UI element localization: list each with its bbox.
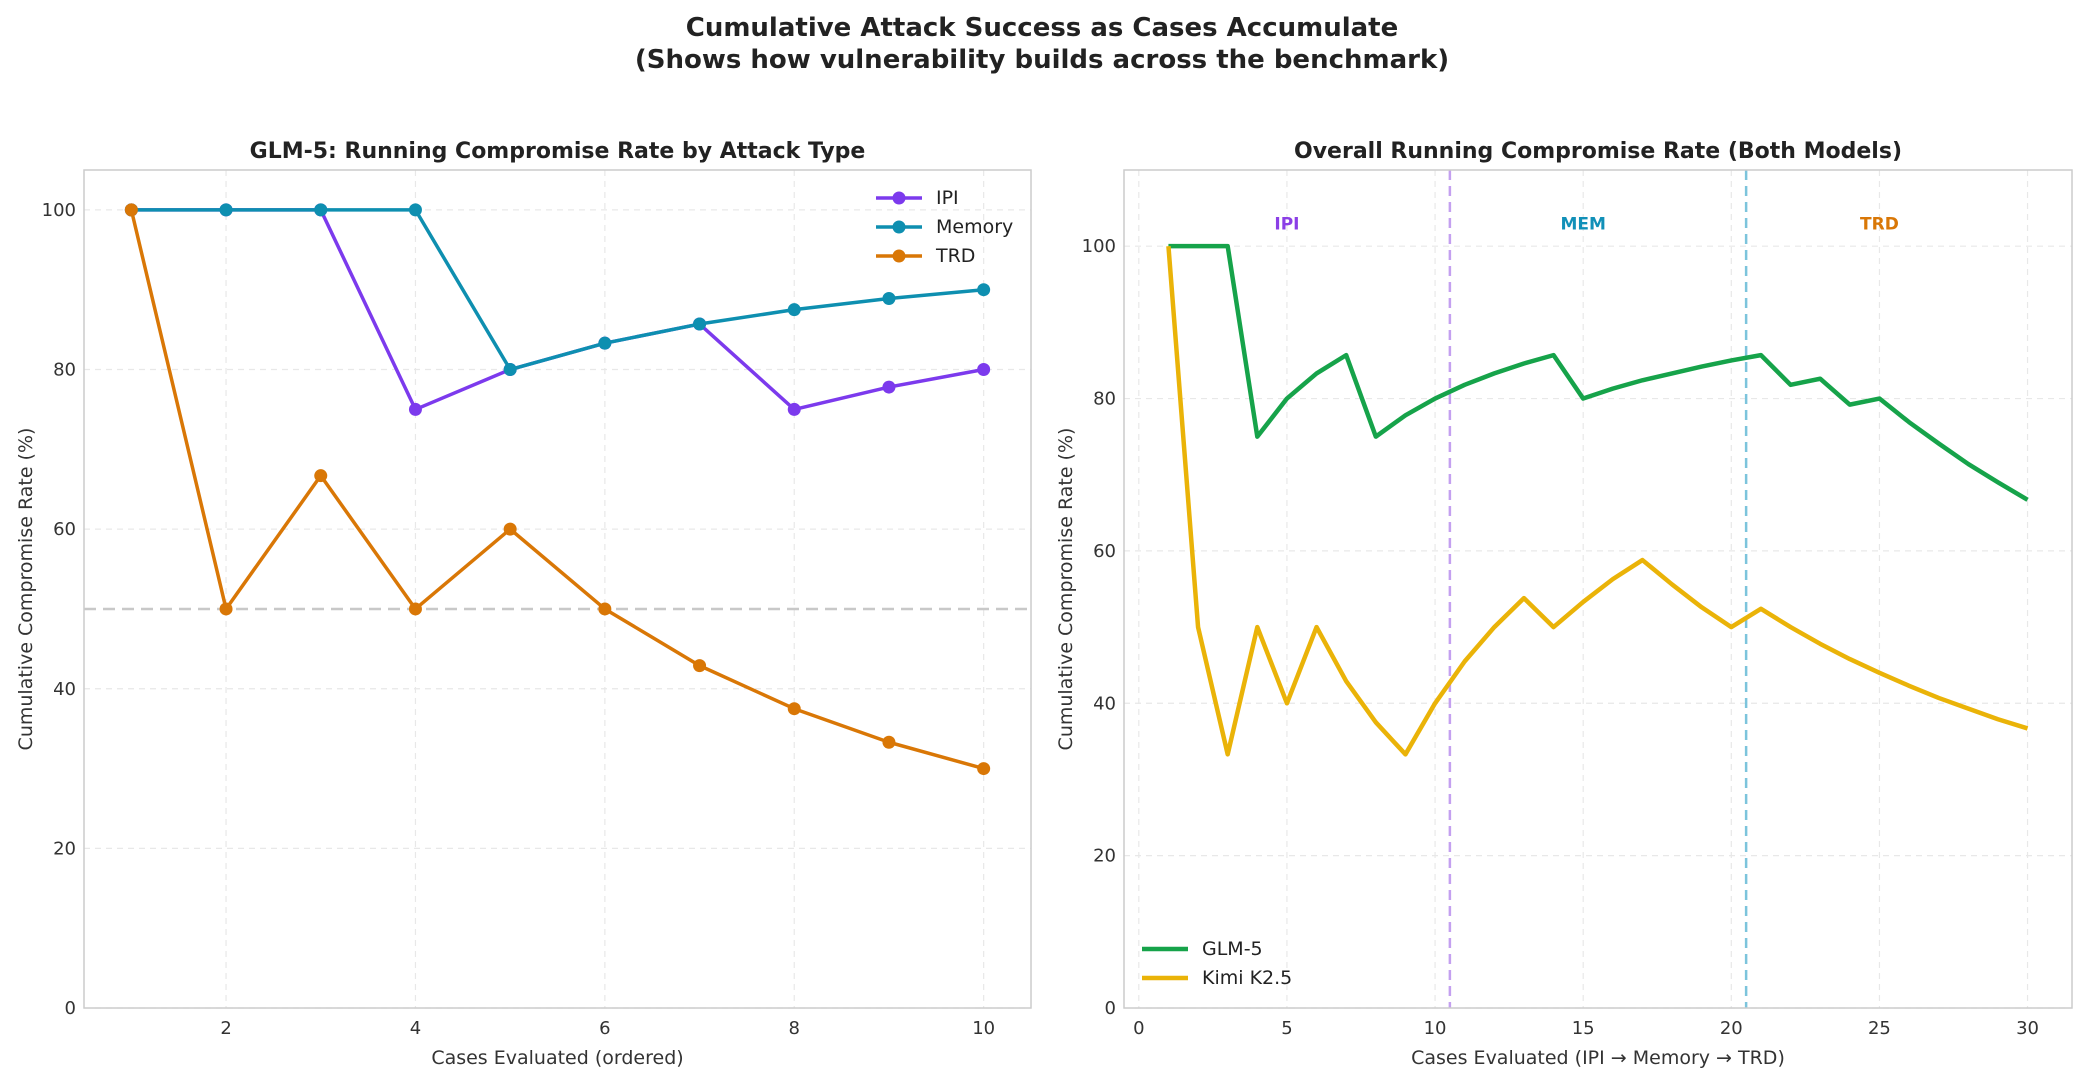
x-tick-label: 10 [1424, 1018, 1447, 1039]
y-tick-label: 40 [53, 679, 76, 700]
x-tick-label: 30 [2016, 1018, 2039, 1039]
figure-title-line1: Cumulative Attack Success as Cases Accum… [686, 13, 1399, 43]
data-point-trd [787, 702, 801, 716]
series-line-trd [129, 209, 985, 771]
y-axis-label: Cumulative Compromise Rate (%) [15, 428, 37, 751]
x-tick-label: 15 [1572, 1018, 1595, 1039]
data-point-memory [219, 203, 233, 217]
x-tick-label: 25 [1868, 1018, 1891, 1039]
y-tick-label: 100 [1082, 236, 1116, 257]
x-tick-label: 4 [410, 1018, 421, 1039]
legend-marker-trd [892, 249, 906, 263]
chart-overall-both-models: IPI MEM TRD 0 5 10 15 20 25 30 0 20 40 60 80 100 Overall… [1055, 139, 2073, 1069]
data-point-trd [598, 602, 612, 616]
data-point-trd [503, 522, 517, 536]
plot-frame [1123, 169, 2073, 1009]
figure-title-line2: (Shows how vulnerability builds across t… [635, 45, 1449, 75]
data-point-trd [314, 469, 328, 483]
data-point-ipi [977, 363, 991, 377]
data-point-memory [882, 291, 896, 305]
x-tick-label: 2 [220, 1018, 231, 1039]
chart-title: GLM-5: Running Compromise Rate by Attack… [250, 139, 866, 164]
x-tick-label: 10 [972, 1018, 995, 1039]
y-tick-label: 20 [1093, 846, 1116, 867]
chart-title: Overall Running Compromise Rate (Both Mo… [1294, 139, 1902, 164]
legend-marker-memory [892, 220, 906, 234]
y-tick-label: 60 [53, 519, 76, 540]
x-tick-label: 8 [789, 1018, 800, 1039]
data-point-trd [977, 762, 991, 776]
data-point-memory [503, 363, 517, 377]
legend: GLM-5 Kimi K2.5 [1142, 938, 1292, 989]
data-point-memory [408, 203, 422, 217]
plot-frame [83, 169, 1032, 1009]
y-tick-label: 60 [1093, 541, 1116, 562]
y-tick-label: 80 [53, 360, 76, 381]
data-point-memory [314, 203, 328, 217]
legend: IPI Memory TRD [876, 187, 1013, 267]
data-point-trd [882, 735, 896, 749]
y-tick-label: 80 [1093, 389, 1116, 410]
legend-marker-ipi [892, 191, 906, 205]
data-point-trd [219, 602, 233, 616]
data-point-ipi [882, 380, 896, 394]
data-point-trd [408, 602, 422, 616]
series-line-memory [131, 208, 984, 372]
annotation-ipi: IPI [1274, 214, 1299, 234]
data-point-trd [124, 203, 138, 217]
x-axis-label: Cases Evaluated (IPI → Memory → TRD) [1411, 1047, 1785, 1069]
y-tick-label: 20 [53, 838, 76, 859]
data-point-trd [693, 659, 707, 673]
legend-label-memory: Memory [936, 216, 1013, 238]
x-tick-label: 20 [1720, 1018, 1743, 1039]
y-tick-label: 100 [42, 200, 76, 221]
y-axis-label: Cumulative Compromise Rate (%) [1055, 428, 1077, 751]
data-point-memory [598, 336, 612, 350]
x-axis-label: Cases Evaluated (ordered) [431, 1047, 683, 1069]
legend-label-ipi: IPI [936, 187, 959, 209]
series-line-kimi-k2-5 [1166, 246, 2029, 757]
legend-label-glm-5: GLM-5 [1202, 938, 1263, 960]
data-point-ipi [408, 402, 422, 416]
series-line-glm-5 [1168, 243, 2029, 502]
annotation-trd: TRD [1860, 214, 1899, 234]
legend-label-trd: TRD [935, 245, 975, 267]
y-tick-label: 0 [65, 998, 76, 1019]
x-tick-label: 6 [599, 1018, 610, 1039]
data-point-memory [977, 283, 991, 297]
data-point-memory [787, 303, 801, 317]
y-tick-label: 40 [1093, 693, 1116, 714]
x-tick-label: 5 [1281, 1018, 1292, 1039]
series-line-ipi [131, 208, 984, 412]
data-point-memory [693, 317, 707, 331]
legend-label-kimi-k2-5: Kimi K2.5 [1202, 967, 1292, 989]
data-point-ipi [787, 402, 801, 416]
y-tick-label: 0 [1105, 998, 1116, 1019]
annotation-mem: MEM [1560, 214, 1605, 234]
x-tick-label: 0 [1133, 1018, 1144, 1039]
